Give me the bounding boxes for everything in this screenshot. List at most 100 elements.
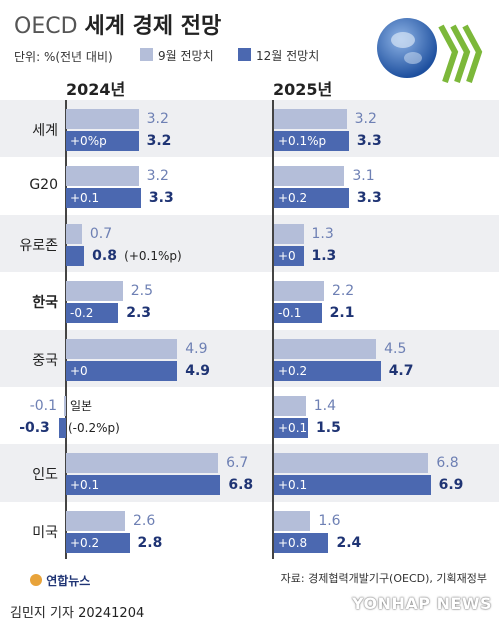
change-label: -0.1 <box>278 306 302 321</box>
value-sept: 4.9 <box>185 340 208 357</box>
value-sept: 0.7 <box>89 225 113 242</box>
bar-dec <box>274 360 381 381</box>
value-dec: 2.8 <box>137 534 163 551</box>
bar-sept <box>66 338 178 359</box>
title-main: 세계 경제 전망 <box>84 14 222 39</box>
value-sept: 3.1 <box>352 168 375 185</box>
change-label: +0 <box>70 363 88 378</box>
bar-sept <box>274 166 345 187</box>
bar-sept <box>63 396 66 416</box>
bar-sept <box>274 281 324 302</box>
value-dec: 2.3 <box>126 305 152 322</box>
bar-sept <box>274 396 306 416</box>
value-sept: 1.3 <box>311 225 334 242</box>
country-label: 미국 <box>32 524 58 541</box>
watermark: YONHAP NEWS <box>352 594 493 613</box>
bar-dec <box>66 245 85 266</box>
bar-dec <box>274 532 329 553</box>
legend-label-dec: 12월 전망치 <box>256 49 320 63</box>
value-sept: 6.7 <box>226 455 249 472</box>
bar-sept <box>66 510 126 531</box>
value-dec: 3.3 <box>356 190 382 207</box>
year-label-2024: 2024년 <box>66 80 126 99</box>
value-sept: 1.6 <box>318 512 341 529</box>
value-dec: 3.3 <box>148 190 174 207</box>
country-label: 인도 <box>32 467 58 484</box>
change-label: +0 <box>278 248 296 263</box>
bar-sept <box>66 109 139 129</box>
legend-label-sept: 9월 전망치 <box>158 49 214 63</box>
country-label: 한국 <box>32 295 58 312</box>
chart-title: OECD 세계 경제 전망 <box>14 8 221 40</box>
value-dec: 6.8 <box>228 477 254 494</box>
value-dec: 2.4 <box>336 534 362 551</box>
change-label: (-0.2%p) <box>68 421 120 435</box>
agency-logo: 연합뉴스 <box>30 572 90 589</box>
value-sept: 3.2 <box>354 111 377 127</box>
change-label: (+0.1%p) <box>124 248 182 263</box>
country-label: 일본 <box>70 399 93 413</box>
value-sept: 2.6 <box>133 512 156 529</box>
author-byline: 김민지 기자 20241204 <box>10 606 145 621</box>
value-dec: 1.5 <box>316 420 341 436</box>
chevron-icon <box>450 24 471 83</box>
bar-dec <box>66 131 139 151</box>
country-label: 세계 <box>32 123 58 139</box>
axis-line <box>272 100 274 560</box>
value-dec: 4.7 <box>388 362 414 379</box>
bar-sept <box>274 453 429 474</box>
chevron-icon <box>462 24 483 83</box>
agency-name: 연합뉴스 <box>46 574 91 588</box>
change-label: +0.1 <box>278 478 308 493</box>
bar-dec <box>274 131 349 151</box>
country-label: G20 <box>29 177 58 194</box>
change-label: +0.1 <box>70 191 100 206</box>
bar-sept <box>274 338 377 359</box>
bar-dec <box>66 360 178 381</box>
bar-dec <box>66 532 130 553</box>
bar-sept <box>66 453 219 474</box>
bar-dec <box>274 188 349 209</box>
bar-dec <box>274 303 322 324</box>
value-dec: 3.3 <box>356 133 382 149</box>
value-sept: 2.2 <box>331 283 355 300</box>
change-label: +0.1 <box>278 421 308 435</box>
change-label: +0.1%p <box>278 134 327 148</box>
value-sept: 3.2 <box>146 168 169 185</box>
source-note: 자료: 경제협력개발기구(OECD), 기획재정부 <box>280 572 487 585</box>
change-label: +0.2 <box>278 191 308 206</box>
bar-sept <box>274 510 311 531</box>
bar-sept <box>274 109 347 129</box>
change-label: +0.8 <box>278 535 308 550</box>
value-sept: 4.5 <box>384 340 407 357</box>
bar-sept <box>66 166 139 187</box>
value-dec: 2.1 <box>329 305 355 322</box>
bar-sept <box>66 223 82 244</box>
legend-swatch-sept <box>140 48 153 61</box>
bar-dec <box>66 188 141 209</box>
axis-line <box>65 100 67 560</box>
bar-dec <box>66 475 221 496</box>
bar-dec <box>274 475 431 496</box>
value-dec: 3.2 <box>146 133 172 149</box>
change-label: +0.2 <box>70 535 100 550</box>
agency-icon <box>30 574 42 586</box>
value-dec: -0.3 <box>19 420 50 436</box>
value-dec: 4.9 <box>185 362 211 379</box>
globe-icon <box>377 18 437 78</box>
change-label: +0.1 <box>70 478 100 493</box>
bar-sept <box>274 223 304 244</box>
bar-dec <box>274 418 309 438</box>
legend-swatch-dec <box>238 48 251 61</box>
title-oecd: OECD <box>14 14 78 39</box>
value-sept: -0.1 <box>29 398 58 414</box>
bar-sept <box>66 281 123 302</box>
value-sept: 3.2 <box>146 111 169 127</box>
change-label: +0%p <box>70 134 107 148</box>
value-dec: 6.9 <box>438 477 464 494</box>
bar-dec <box>274 245 304 266</box>
year-label-2025: 2025년 <box>273 80 333 99</box>
unit-label: 단위: %(전년 대비) <box>14 50 113 64</box>
change-label: +0.2 <box>278 363 308 378</box>
